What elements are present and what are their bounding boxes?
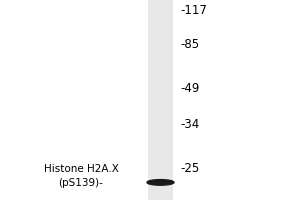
Text: Histone H2A.X: Histone H2A.X — [44, 164, 118, 174]
Ellipse shape — [147, 180, 174, 185]
Text: -25: -25 — [180, 162, 199, 176]
Text: -34: -34 — [180, 118, 199, 132]
Bar — [148, 0, 173, 200]
Text: -117: -117 — [180, 4, 207, 18]
Text: -49: -49 — [180, 82, 200, 95]
Text: -85: -85 — [180, 38, 199, 51]
Text: (pS139)-: (pS139)- — [58, 178, 104, 188]
